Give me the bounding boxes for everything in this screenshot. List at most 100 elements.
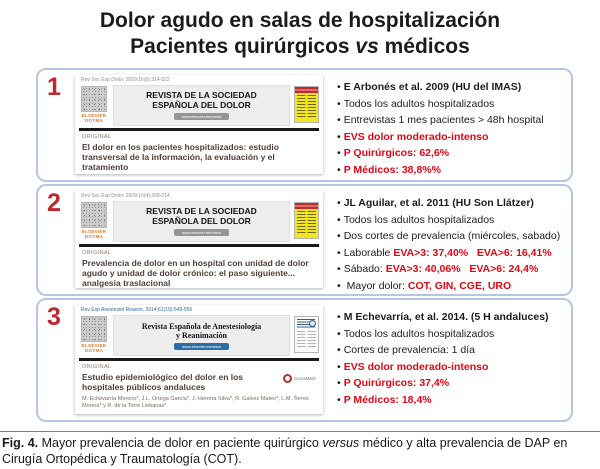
bullet-text: Todos los adultos hospitalizados — [343, 213, 495, 226]
bullet-text: Todos los adultos hospitalizados — [343, 97, 495, 110]
section-panel: 2 Rev Soc Esp Dolor. 2009;16(4):209-214 … — [36, 184, 573, 296]
bullet-item: • Dos cortes de prevalencia (miércoles, s… — [337, 228, 569, 245]
crossmark-label: CrossMark — [294, 376, 316, 381]
masthead-divider — [79, 358, 319, 361]
bullet-text: P Médicos: 18,4% — [343, 393, 432, 406]
bullet-dot: • — [337, 327, 341, 340]
bullet-text: EVA>6: 16,41% — [476, 246, 552, 259]
article-title: Estudio epidemiológico del dolor en los … — [82, 372, 244, 392]
bullet-dot: • — [337, 311, 341, 323]
bullet-list: • JL Aguilar, et al. 2011 (HU Son Llátzer… — [323, 186, 571, 294]
bullet-text: Mayor dolor: — [343, 279, 408, 292]
sections: 1 Rev Soc Esp Dolor. 2009;16(6):314-322 … — [36, 68, 573, 424]
bullet-text: P Médicos: 38,8%% — [343, 163, 441, 176]
bullet-text: EVA>3: 37,40% — [393, 246, 469, 259]
article-authors: M. Echevarría Moreno*, J.L. Ortega Garcí… — [82, 396, 309, 409]
journal-cover-thumbnail — [294, 316, 319, 353]
bullet-item: • P Quirúrgicos: 62,6% — [337, 145, 569, 162]
bullet-item: • P Médicos: 38,8%% — [337, 162, 569, 179]
bullet-text: Cortes de prevalencia: 1 día — [343, 344, 476, 356]
crossmark-icon — [283, 374, 292, 383]
publisher-name-line1: ELSEVIER — [81, 229, 107, 234]
bullet-dot: • — [337, 360, 341, 373]
bullet-item: • JL Aguilar, et al. 2011 (HU Son Llátzer… — [337, 195, 569, 212]
bullet-text: EVA>3: 40,06% — [385, 263, 461, 275]
journal-article-snapshot: Rev Esp Anestesiol Reanim. 2014;61(10):5… — [75, 305, 323, 414]
publisher-logo: ELSEVIER DOYMA — [79, 201, 109, 242]
bullet-text — [461, 263, 470, 275]
bullet-dot: • — [337, 246, 341, 259]
bullet-item: • Mayor dolor: COT, GIN, CGE, URO — [337, 278, 569, 295]
figure-caption-italic: versus — [322, 436, 360, 450]
elsevier-tree-icon — [81, 86, 107, 112]
journal-name: REVISTA DE LA SOCIEDAD ESPAÑOLA DEL DOLO… — [146, 90, 257, 110]
bullet-text: EVS dolor moderado-intenso — [343, 360, 489, 373]
journal-name-box: REVISTA DE LA SOCIEDAD ESPAÑOLA DEL DOLO… — [113, 201, 290, 242]
bullet-dot: • — [337, 344, 341, 356]
bullet-text: JL Aguilar, et al. 2011 (HU Son Llátzer) — [343, 197, 534, 209]
journal-name: REVISTA DE LA SOCIEDAD ESPAÑOLA DEL DOLO… — [146, 206, 257, 226]
section-panel: 1 Rev Soc Esp Dolor. 2009;16(6):314-322 … — [36, 68, 573, 182]
elsevier-tree-icon — [81, 316, 107, 342]
journal-page-sheet: Rev Soc Esp Dolor. 2009;16(4):209-214 EL… — [75, 191, 323, 288]
bullet-text — [468, 247, 477, 259]
bullet-text: P Quirúrgicos: 62,6% — [343, 147, 450, 159]
bullet-dot: • — [337, 114, 341, 126]
slide-title: Dolor agudo en salas de hospitalización … — [0, 0, 600, 60]
journal-name-box: REVISTA DE LA SOCIEDAD ESPAÑOLA DEL DOLO… — [113, 85, 290, 126]
journal-name-line1: REVISTA DE LA SOCIEDAD — [146, 206, 257, 216]
bullet-item: • Sábado: EVA>3: 40,06% EVA>6: 24,4% — [337, 261, 569, 278]
bullet-item: • P Médicos: 18,4% — [337, 392, 569, 409]
masthead-divider — [79, 128, 319, 131]
article-title: El dolor en los pacientes hospitalizados… — [82, 142, 279, 172]
bullet-text: Dos cortes de prevalencia (miércoles, sa… — [343, 230, 561, 242]
journal-url: www.elsevier.es/redar — [174, 342, 229, 350]
bullet-text: EVA>6: 24,4% — [469, 263, 539, 275]
journal-masthead: ELSEVIER DOYMA REVISTA DE LA SOCIEDAD ES… — [79, 85, 319, 126]
cover-banner — [295, 203, 318, 209]
elsevier-tree-icon — [81, 202, 107, 228]
journal-article-snapshot: Rev Soc Esp Dolor. 2009;16(4):209-214 EL… — [75, 191, 323, 288]
bullet-dot: • — [337, 197, 341, 209]
section-number: 2 — [47, 189, 61, 217]
bullet-item: • Todos los adultos hospitalizados — [337, 212, 569, 229]
bullet-dot: • — [337, 279, 341, 292]
article-title-row: Estudio epidemiológico del dolor en los … — [79, 372, 319, 394]
bullet-text: P Quirúrgicos: 37,4% — [343, 377, 450, 389]
bullet-text: EVS dolor moderado-intenso — [343, 130, 489, 143]
article-title-row: El dolor en los pacientes hospitalizados… — [79, 142, 319, 174]
article-title: Prevalencia de dolor en un hospital con … — [82, 258, 309, 288]
bullet-dot: • — [337, 130, 341, 143]
publisher-name-line2: DOYMA — [84, 118, 104, 123]
journal-url: www.elsevier.es/resed — [173, 229, 230, 236]
bullet-dot: • — [337, 230, 341, 242]
bullet-item: • Laborable EVA>3: 37,40% EVA>6: 16,41% — [337, 245, 569, 262]
bullet-text: Entrevistas 1 mes pacientes > 48h hospit… — [343, 114, 544, 126]
section-number: 1 — [47, 73, 61, 101]
slide-title-line2-vs: vs — [355, 35, 379, 58]
article-section-label: ORIGINAL — [82, 250, 112, 256]
bullet-list: • M Echevarría, et al. 2014. (5 H andaluc… — [323, 300, 571, 420]
journal-page-sheet: Rev Esp Anestesiol Reanim. 2014;61(10):5… — [75, 305, 323, 414]
article-section-label: ORIGINAL — [82, 364, 112, 370]
cover-text-lines — [297, 211, 316, 233]
journal-name-line2: y Reanimación — [176, 330, 227, 340]
section-number: 3 — [47, 303, 61, 331]
bullet-text: Sábado: — [343, 263, 386, 275]
journal-masthead: ELSEVIER DOYMA Revista Española de Anest… — [79, 315, 319, 356]
journal-name-line1: Revista Española de Anestesiología — [141, 321, 262, 331]
journal-citation: Rev Soc Esp Dolor. 2009;16(4):209-214 — [81, 193, 170, 199]
article-section-label: ORIGINAL — [82, 134, 112, 140]
publisher-name: ELSEVIER DOYMA — [82, 113, 107, 123]
figure-caption-text2: médico y alta prevalencia de DAP en Ciru… — [2, 436, 568, 466]
bullet-text: E Arbonés et al. 2009 (HU del IMAS) — [343, 81, 522, 93]
journal-url: www.elsevier.es/resed — [173, 113, 230, 120]
bullet-dot: • — [337, 147, 341, 159]
bullet-item: • Cortes de prevalencia: 1 día — [337, 342, 569, 359]
cover-text-lines — [297, 331, 316, 347]
journal-cover-thumbnail — [294, 202, 319, 239]
publisher-logo: ELSEVIER DOYMA — [79, 85, 109, 126]
bullet-dot: • — [337, 97, 341, 110]
bullet-text: Laborable — [343, 246, 394, 259]
journal-masthead: ELSEVIER DOYMA REVISTA DE LA SOCIEDAD ES… — [79, 201, 319, 242]
